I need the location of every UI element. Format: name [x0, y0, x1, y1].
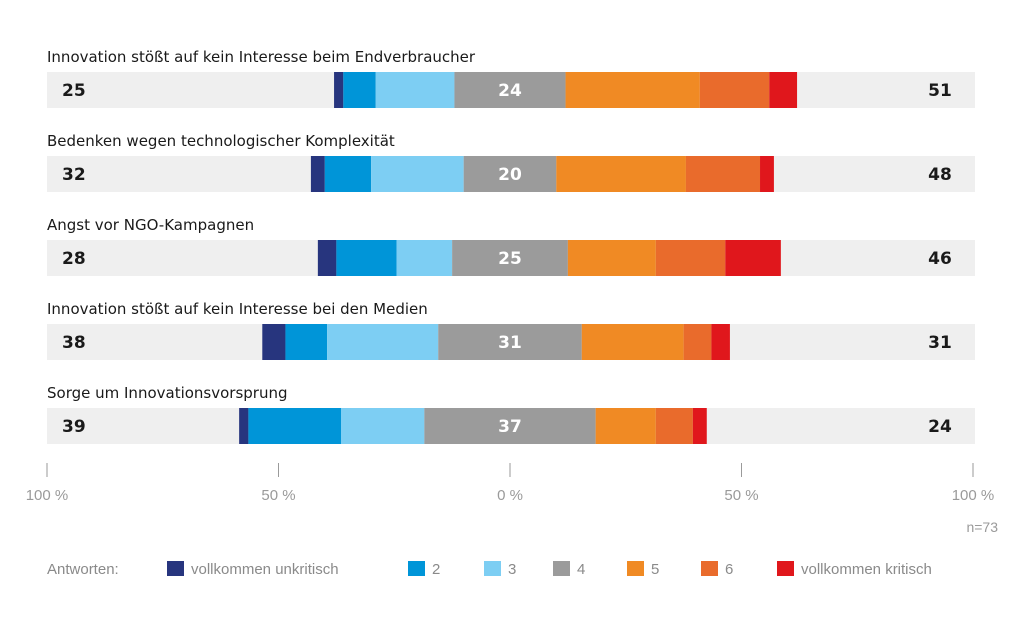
legend-swatch-4	[553, 561, 570, 576]
middle-value-4: 31	[498, 333, 522, 353]
bar-segment-r4-s3	[327, 324, 439, 360]
legend-swatch-6	[701, 561, 718, 576]
legend-label-4: 4	[577, 561, 585, 578]
bar-segment-r3-s1	[317, 240, 337, 276]
bar-segment-r3-s2	[336, 240, 397, 276]
bar-segment-r1-s6	[699, 72, 770, 108]
bar-segment-r1-s7	[769, 72, 798, 108]
bar-segment-r3-s3	[396, 240, 453, 276]
row-label-5: Sorge um Innovationsvorsprung	[47, 384, 288, 402]
bar-segment-r3-s7	[725, 240, 781, 276]
bar-segment-r2-s2	[324, 156, 372, 192]
bar-segment-r1-s2	[343, 72, 376, 108]
legend-swatch-2	[408, 561, 425, 576]
left-total-3: 28	[62, 249, 86, 269]
bar-segment-r5-s1	[239, 408, 249, 444]
bar-segment-r2-s6	[685, 156, 761, 192]
x-tick-label-1: 100 %	[26, 487, 69, 504]
bar-segment-r2-s4	[463, 156, 557, 192]
bar-segment-r4-s4	[438, 324, 582, 360]
left-total-1: 25	[62, 81, 86, 101]
x-tick-label-5: 100 %	[952, 487, 995, 504]
row-label-4: Innovation stößt auf kein Interesse bei …	[47, 300, 428, 318]
bar-segment-r1-s5	[565, 72, 700, 108]
legend-swatch-5	[627, 561, 644, 576]
bar-segment-r5-s6	[655, 408, 693, 444]
bar-segment-r2-s5	[556, 156, 686, 192]
bar-segment-r5-s4	[424, 408, 596, 444]
x-tick-label-3: 0 %	[497, 487, 523, 504]
row-label-3: Angst vor NGO-Kampagnen	[47, 216, 254, 234]
bar-segment-r5-s2	[248, 408, 341, 444]
right-total-1: 51	[928, 81, 952, 101]
middle-value-5: 37	[498, 417, 522, 437]
row-label-1: Innovation stößt auf kein Interesse beim…	[47, 48, 476, 66]
bar-segment-r5-s5	[595, 408, 656, 444]
right-total-5: 24	[928, 417, 952, 437]
right-total-3: 46	[928, 249, 952, 269]
bar-segment-r1-s3	[375, 72, 455, 108]
legend-label-3: 3	[508, 561, 516, 578]
sample-size-note: n=73	[966, 519, 998, 535]
bar-segment-r3-s6	[655, 240, 726, 276]
x-tick-label-2: 50 %	[261, 487, 295, 504]
legend-label-1: vollkommen unkritisch	[191, 561, 339, 578]
bar-segment-r4-s7	[711, 324, 730, 360]
legend-swatch-3	[484, 561, 501, 576]
left-total-2: 32	[62, 165, 86, 185]
bar-segment-r2-s1	[310, 156, 325, 192]
bar-segment-r1-s4	[454, 72, 566, 108]
row-label-2: Bedenken wegen technologischer Komplexit…	[47, 132, 395, 150]
legend-label-2: 2	[432, 561, 440, 578]
bar-segment-r3-s4	[452, 240, 568, 276]
x-tick-label-4: 50 %	[724, 487, 758, 504]
left-total-5: 39	[62, 417, 86, 437]
bar-segment-r4-s5	[581, 324, 684, 360]
left-total-4: 38	[62, 333, 86, 353]
right-total-4: 31	[928, 333, 952, 353]
legend-label-5: 5	[651, 561, 659, 578]
bar-segment-r4-s2	[285, 324, 328, 360]
bar-segment-r4-s6	[683, 324, 712, 360]
bar-segment-r3-s5	[567, 240, 656, 276]
bar-segment-r2-s7	[760, 156, 774, 192]
bar-segment-r2-s3	[371, 156, 464, 192]
legend-swatch-7	[777, 561, 794, 576]
legend-label-6: 6	[725, 561, 733, 578]
bar-segment-r4-s1	[262, 324, 286, 360]
bar-segment-r5-s3	[341, 408, 425, 444]
middle-value-2: 20	[498, 165, 522, 185]
right-total-2: 48	[928, 165, 952, 185]
middle-value-3: 25	[498, 249, 522, 269]
legend-label-7: vollkommen kritisch	[801, 561, 932, 578]
middle-value-1: 24	[498, 81, 522, 101]
legend-title: Antworten:	[47, 561, 119, 578]
legend-swatch-1	[167, 561, 184, 576]
bar-segment-r5-s7	[692, 408, 707, 444]
bar-segment-r1-s1	[334, 72, 344, 108]
